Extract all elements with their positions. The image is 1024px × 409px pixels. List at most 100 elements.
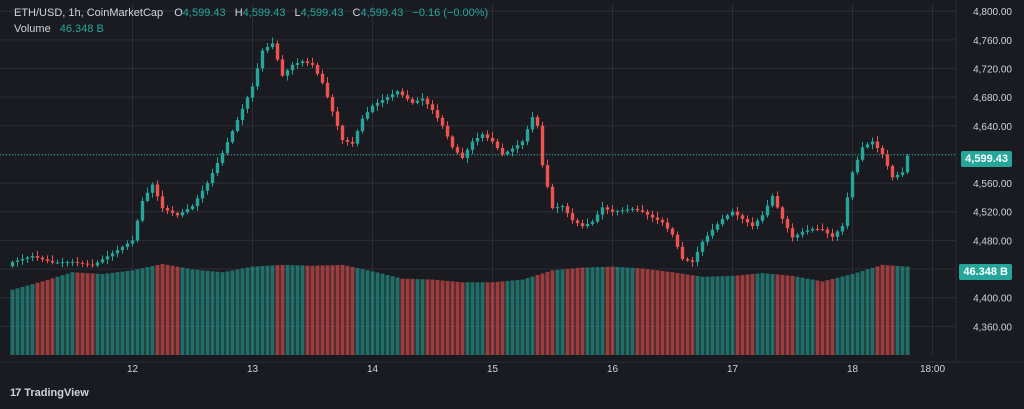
candle [195, 198, 200, 207]
candle [715, 224, 720, 230]
volume-bar [685, 274, 690, 355]
volume-bar [520, 279, 525, 355]
candle [150, 184, 155, 193]
candle [205, 183, 210, 191]
volume-bar [255, 266, 260, 355]
volume-bar [220, 272, 225, 355]
volume-bar [670, 272, 675, 355]
volume-bar [440, 280, 445, 355]
volume-bar [745, 274, 750, 355]
candle [335, 111, 340, 126]
candle [385, 97, 390, 100]
candle [40, 257, 45, 260]
candle [595, 214, 600, 222]
volume-bar [795, 276, 800, 355]
volume-bar [555, 269, 560, 355]
candle [520, 141, 525, 146]
candle [340, 125, 345, 141]
candle [580, 223, 585, 227]
volume-bar [505, 280, 510, 355]
candle [745, 218, 750, 223]
candle [655, 217, 660, 220]
candle [535, 117, 540, 126]
volume-bar [350, 266, 355, 355]
x-tick-label: 16 [607, 364, 619, 375]
volume-bar [155, 264, 160, 355]
volume-bar [770, 274, 775, 355]
x-tick-label: 15 [487, 364, 499, 375]
volume-bar [295, 265, 300, 355]
candle [85, 263, 90, 265]
candle [315, 64, 320, 74]
volume-bar [35, 282, 40, 355]
volume-bar [895, 265, 900, 355]
candle [510, 148, 515, 152]
volume-bar [415, 279, 420, 355]
candle [105, 256, 110, 260]
volume-bar [880, 264, 885, 355]
volume-bar [615, 266, 620, 355]
candle [170, 210, 175, 213]
candle [885, 154, 890, 166]
candle [670, 228, 675, 235]
candle [785, 218, 790, 229]
volume-bar [690, 275, 695, 355]
candle [480, 134, 485, 138]
candle [810, 228, 815, 231]
volume-bar [580, 267, 585, 355]
volume-bar [560, 269, 565, 355]
candle [485, 134, 490, 138]
candle [65, 262, 70, 264]
volume-bar [135, 269, 140, 355]
volume-bar [840, 276, 845, 355]
volume-bar [315, 265, 320, 355]
volume-bar [190, 269, 195, 355]
candle [155, 184, 160, 197]
y-tick-label: 4,360.00 [973, 322, 1012, 333]
candle [800, 231, 805, 235]
y-tick-label: 4,760.00 [973, 36, 1012, 47]
volume-label[interactable]: Volume [14, 23, 51, 35]
candle [250, 86, 255, 98]
volume-bar [575, 268, 580, 355]
candle [165, 208, 170, 211]
candle [260, 50, 265, 69]
volume-bar [150, 266, 155, 355]
candle [795, 234, 800, 238]
candle [540, 125, 545, 166]
candle [880, 147, 885, 155]
volume-bar [710, 276, 715, 355]
volume-bar [280, 264, 285, 355]
candle [430, 104, 435, 111]
high-label: H [234, 7, 243, 19]
high-value: 4,599.43 [242, 7, 286, 19]
volume-badge: 46.348 B [959, 264, 1012, 280]
candle [825, 229, 830, 234]
volume-bar [410, 278, 415, 355]
volume-bar [610, 266, 615, 355]
volume-bar [530, 276, 535, 355]
volume-bar [890, 265, 895, 355]
candle [665, 222, 670, 229]
volume-bar [180, 267, 185, 355]
volume-bar [550, 270, 555, 355]
candle [235, 120, 240, 132]
candle [490, 137, 495, 142]
volume-bar [45, 279, 50, 355]
symbol-label[interactable]: ETH/USD, 1h, CoinMarketCap [14, 7, 164, 19]
volume-bar [650, 269, 655, 355]
x-tick-label: 18:00 [920, 364, 945, 375]
candle [500, 147, 505, 155]
candle [35, 256, 40, 258]
candle [455, 147, 460, 153]
candle [180, 212, 185, 216]
open-value: 4,599.43 [182, 7, 226, 19]
tradingview-logo[interactable]: 17 TradingView [10, 387, 89, 399]
low-label: L [294, 7, 301, 19]
volume-bar [245, 267, 250, 355]
volume-bar [320, 265, 325, 355]
volume-bar [345, 265, 350, 355]
candle [545, 165, 550, 187]
volume-bar [660, 270, 665, 355]
